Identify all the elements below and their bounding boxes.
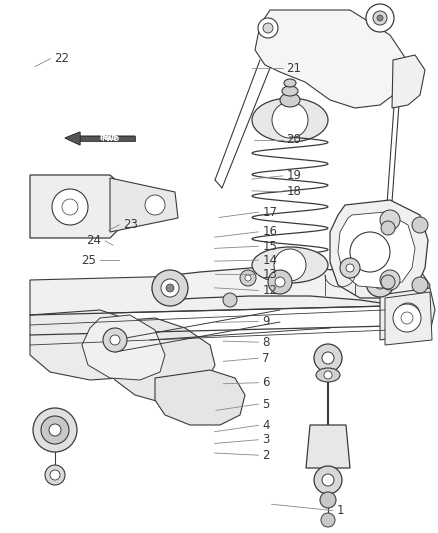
Text: 25: 25 [81,254,96,266]
Polygon shape [30,310,145,380]
Text: 3: 3 [262,433,270,446]
Circle shape [322,474,334,486]
Text: 17: 17 [262,206,277,219]
Circle shape [381,275,395,289]
Polygon shape [392,55,425,108]
Circle shape [374,277,386,289]
Text: 23: 23 [123,219,138,231]
Circle shape [223,293,237,307]
Text: 15: 15 [262,240,277,253]
Text: 8: 8 [262,336,270,349]
Circle shape [268,270,292,294]
Circle shape [377,15,383,21]
Polygon shape [30,175,118,238]
Circle shape [110,335,120,345]
Text: 12: 12 [262,284,277,297]
Text: 22: 22 [54,52,69,65]
Polygon shape [30,270,430,315]
Circle shape [396,303,420,327]
Circle shape [314,344,342,372]
Text: 16: 16 [262,225,277,238]
Circle shape [380,270,400,290]
Polygon shape [385,292,432,345]
Polygon shape [80,136,135,141]
Circle shape [263,23,273,33]
Ellipse shape [282,86,298,96]
Circle shape [366,269,394,297]
Polygon shape [82,315,165,380]
Circle shape [412,277,428,293]
Polygon shape [65,132,80,145]
Circle shape [161,279,179,297]
Text: 18: 18 [286,185,301,198]
Text: 4: 4 [262,419,270,432]
Ellipse shape [252,247,328,283]
Polygon shape [152,268,415,305]
Circle shape [245,275,251,281]
Text: 13: 13 [262,268,277,281]
Circle shape [373,11,387,25]
Text: 7: 7 [262,352,270,365]
Text: 21: 21 [286,62,301,75]
Text: FWD: FWD [99,135,117,141]
Text: 19: 19 [286,169,301,182]
Circle shape [412,217,428,233]
Circle shape [321,513,335,527]
Circle shape [324,371,332,379]
Circle shape [393,304,421,332]
Circle shape [322,352,334,364]
Polygon shape [330,200,428,298]
Circle shape [33,408,77,452]
Circle shape [320,492,336,508]
Polygon shape [380,288,435,340]
Polygon shape [306,425,350,468]
Circle shape [50,470,60,480]
Ellipse shape [280,93,300,107]
Circle shape [366,4,394,32]
Circle shape [258,18,278,38]
Text: 2: 2 [262,449,270,462]
Circle shape [275,277,285,287]
Circle shape [152,270,188,306]
Text: 20: 20 [286,133,301,146]
Circle shape [45,465,65,485]
Circle shape [340,258,360,278]
Polygon shape [338,212,415,288]
Text: FWD: FWD [101,136,119,142]
Ellipse shape [284,79,296,87]
Circle shape [240,270,256,286]
Polygon shape [100,318,215,402]
Polygon shape [110,178,178,232]
Text: 5: 5 [262,398,270,410]
Polygon shape [255,10,410,108]
Text: 24: 24 [86,235,101,247]
Circle shape [346,264,354,272]
Circle shape [166,284,174,292]
Circle shape [272,102,308,138]
Circle shape [381,221,395,235]
Circle shape [380,210,400,230]
Text: 1: 1 [337,504,344,517]
Circle shape [41,416,69,444]
Ellipse shape [252,98,328,142]
Polygon shape [65,132,135,145]
Text: 14: 14 [262,254,277,266]
Circle shape [52,189,88,225]
Text: 6: 6 [262,376,270,389]
Circle shape [145,195,165,215]
Text: 9: 9 [262,315,270,328]
Circle shape [314,466,342,494]
Polygon shape [155,370,245,425]
Circle shape [103,328,127,352]
Ellipse shape [316,368,340,382]
Circle shape [274,249,306,281]
Circle shape [49,424,61,436]
